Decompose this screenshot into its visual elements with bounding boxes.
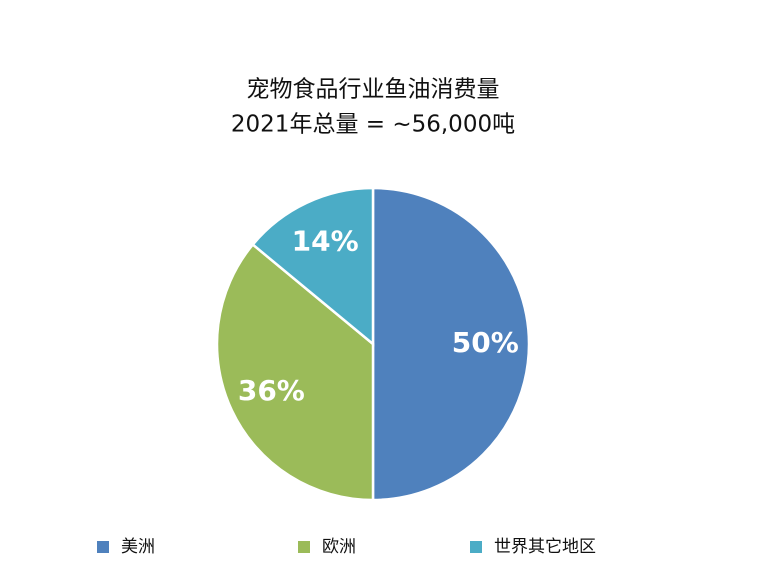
pie-slice xyxy=(251,186,375,347)
data-label: 36% xyxy=(238,374,305,407)
legend-swatch xyxy=(97,541,109,553)
legend-label: 世界其它地区 xyxy=(494,537,596,557)
chart-subtitle: 2021年总量 = ~56,000吨 xyxy=(231,112,515,138)
chart-title: 宠物食品行业鱼油消费量 xyxy=(247,77,500,103)
pie-slice xyxy=(215,242,375,502)
legend-label: 美洲 xyxy=(121,537,155,557)
legend-swatch xyxy=(470,541,482,553)
data-label: 50% xyxy=(452,326,519,359)
legend-swatch xyxy=(298,541,310,553)
pie-slice xyxy=(371,186,531,502)
legend-label: 欧洲 xyxy=(322,537,356,557)
data-label: 14% xyxy=(292,224,359,257)
